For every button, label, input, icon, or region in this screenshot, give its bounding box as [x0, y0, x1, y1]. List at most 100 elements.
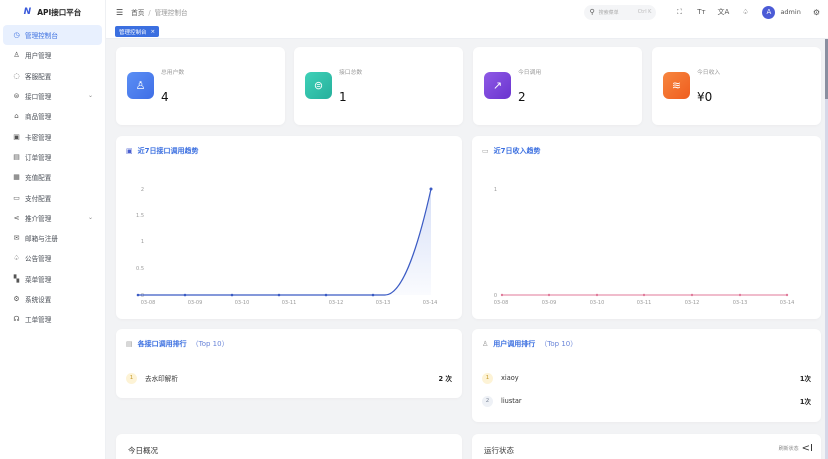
svg-text:03-11: 03-11	[282, 300, 297, 306]
fullscreen-icon[interactable]: ⛶	[677, 7, 682, 16]
sidebar-item-announcements[interactable]: ♤ 公告管理	[0, 248, 105, 268]
stat-value: 4	[161, 90, 169, 104]
trend-icon: ↗	[484, 72, 511, 99]
rank-badge: 1	[482, 372, 493, 384]
search-shortcut: Ctrl K	[637, 9, 652, 15]
recharge-icon: ▦	[13, 173, 20, 182]
user-icon: ♙	[482, 340, 489, 348]
sidebar-item-label: 管理控制台	[25, 32, 58, 41]
menu-toggle-icon[interactable]: ☰	[116, 7, 124, 17]
close-icon[interactable]: ×	[150, 28, 156, 35]
logo-icon: N	[23, 7, 32, 17]
sidebar-item-label: 商品管理	[25, 113, 52, 122]
font-size-icon[interactable]: Tт	[697, 8, 706, 16]
stat-card-today-calls: ↗ 今日调用 2	[473, 47, 642, 125]
settings-icon: ⚙	[13, 295, 20, 303]
svg-text:03-10: 03-10	[590, 300, 605, 306]
svg-text:1: 1	[494, 187, 497, 193]
sidebar-item-menus[interactable]: ▚ 菜单管理	[0, 269, 105, 289]
search-input[interactable]: ⚲ 搜索菜单 Ctrl K	[584, 4, 657, 20]
sidebar-item-tickets[interactable]: ☊ 工单管理	[0, 309, 105, 329]
sidebar-item-payment[interactable]: ▭ 支付配置	[0, 187, 105, 207]
today-overview-card: 今日概况	[116, 434, 462, 459]
svg-text:0.5: 0.5	[136, 266, 144, 272]
sidebar-item-label: 充值配置	[25, 174, 52, 183]
stat-label: 今日调用	[518, 70, 542, 76]
stat-card-users: ♙ 总用户数 4	[116, 47, 285, 125]
gear-icon[interactable]: ⚙	[812, 7, 820, 17]
svg-text:03-11: 03-11	[637, 300, 652, 306]
stat-value: 1	[339, 90, 347, 104]
calls-trend-card: ▣ 近7日接口调用趋势 2 1.5 1 0.5 0 03-08 03-09 03-1…	[116, 136, 462, 319]
sidebar-item-dashboard[interactable]: ◷ 管理控制台	[3, 25, 102, 46]
sidebar-item-label: 菜单管理	[25, 275, 52, 284]
sidebar-item-goods[interactable]: ⌂ 商品管理	[0, 106, 105, 126]
today-overview-title: 今日概况	[128, 446, 158, 455]
rank-badge: 1	[126, 372, 137, 384]
sidebar-item-api-management[interactable]: ⊜ 接口管理 ⌄	[0, 86, 105, 106]
api-icon: ⊜	[13, 92, 20, 101]
top-header: ☰ 首页 / 管理控制台 ⚲ 搜索菜单 Ctrl K ⛶ Tт 文A ♤ A adm…	[106, 0, 828, 24]
tabs-bar: 管理控制台 ×	[106, 24, 828, 39]
svg-text:1: 1	[141, 239, 144, 245]
refresh-status-label: 刷新状态	[778, 446, 799, 452]
sidebar: N API接口平台 ◷ 管理控制台 ♙ 用户管理 ◌ 客服配置 ⊜ 接口管理 ⌄…	[0, 0, 106, 459]
sidebar-menu: ◷ 管理控制台 ♙ 用户管理 ◌ 客服配置 ⊜ 接口管理 ⌄ ⌂ 商品管理 ▣ …	[0, 25, 105, 329]
sidebar-item-settings[interactable]: ⚙ 系统设置	[0, 289, 105, 309]
chart-icon: ▣	[126, 147, 133, 155]
stat-label: 总用户数	[161, 70, 185, 76]
sidebar-item-label: 接口管理	[25, 93, 52, 102]
svg-text:03-10: 03-10	[235, 300, 250, 306]
list-item: 1 去水印解析 2 次	[126, 371, 452, 385]
collapse-icon: <I	[801, 443, 813, 454]
sidebar-item-card-keys[interactable]: ▣ 卡密管理	[0, 126, 105, 146]
user-ranking-title: 用户调用排行	[493, 340, 536, 348]
chat-icon: ◌	[13, 71, 20, 80]
calls-line-chart[interactable]: 2 1.5 1 0.5 0 03-08 03-09 03-10 03-11 03-12…	[116, 136, 462, 319]
wallet-icon: ▭	[482, 147, 489, 155]
breadcrumb-home[interactable]: 首页	[131, 9, 145, 17]
svg-text:03-14: 03-14	[780, 300, 795, 306]
svg-text:0: 0	[494, 293, 497, 299]
calls-chart-title: 近7日接口调用趋势	[137, 147, 199, 155]
breadcrumb-separator: /	[148, 9, 151, 17]
sidebar-item-mail-register[interactable]: ✉ 邮箱与注册	[0, 228, 105, 248]
card-key-icon: ▣	[13, 132, 20, 141]
user-icon: ♙	[127, 72, 154, 99]
sidebar-item-customer-service[interactable]: ◌ 客服配置	[0, 66, 105, 86]
user-name: liustar	[501, 397, 522, 405]
translate-icon[interactable]: 文A	[717, 8, 730, 16]
sidebar-item-recharge[interactable]: ▦ 充值配置	[0, 167, 105, 187]
tab-dashboard[interactable]: 管理控制台 ×	[115, 26, 160, 37]
sidebar-item-referral[interactable]: ⋖ 推介管理 ⌄	[0, 208, 105, 228]
chevron-down-icon: ⌄	[87, 91, 93, 99]
page-scrollbar-track[interactable]	[825, 39, 828, 459]
svg-text:1.5: 1.5	[136, 213, 144, 219]
avatar[interactable]: A	[762, 5, 776, 19]
page-scrollbar-thumb[interactable]	[825, 39, 828, 99]
sidebar-item-users[interactable]: ♙ 用户管理	[0, 45, 105, 65]
chevron-down-icon: ⌄	[87, 213, 93, 221]
card-title: ▭ 近7日收入趋势	[482, 146, 541, 156]
app-logo[interactable]: N API接口平台	[0, 0, 105, 24]
svg-text:03-08: 03-08	[141, 300, 156, 306]
svg-text:03-09: 03-09	[188, 300, 203, 306]
sidebar-item-label: 工单管理	[25, 316, 52, 325]
sidebar-item-label: 支付配置	[25, 194, 52, 203]
user-icon: ♙	[13, 51, 20, 60]
svg-text:03-13: 03-13	[376, 300, 391, 306]
stat-value: ¥0	[697, 90, 713, 104]
refresh-status-button[interactable]: 刷新状态 <I	[779, 443, 813, 454]
list-item: 1 xiaoy 1次	[482, 371, 811, 385]
sidebar-item-orders[interactable]: ▤ 订单管理	[0, 147, 105, 167]
run-status-card: 运行状态 刷新状态 <I	[472, 434, 821, 459]
notification-icon[interactable]: ♤	[742, 8, 749, 16]
sidebar-item-label: 客服配置	[25, 72, 52, 81]
search-icon: ⚲	[589, 8, 595, 16]
svg-text:03-12: 03-12	[685, 300, 700, 306]
username[interactable]: admin	[780, 8, 801, 16]
sidebar-item-label: 卡密管理	[25, 133, 52, 142]
income-line-chart[interactable]: 1 0 03-08 03-09 03-10 03-11 03-12 03-13 03-1…	[472, 136, 821, 319]
user-name: xiaoy	[501, 374, 519, 382]
call-count: 2 次	[438, 375, 452, 383]
